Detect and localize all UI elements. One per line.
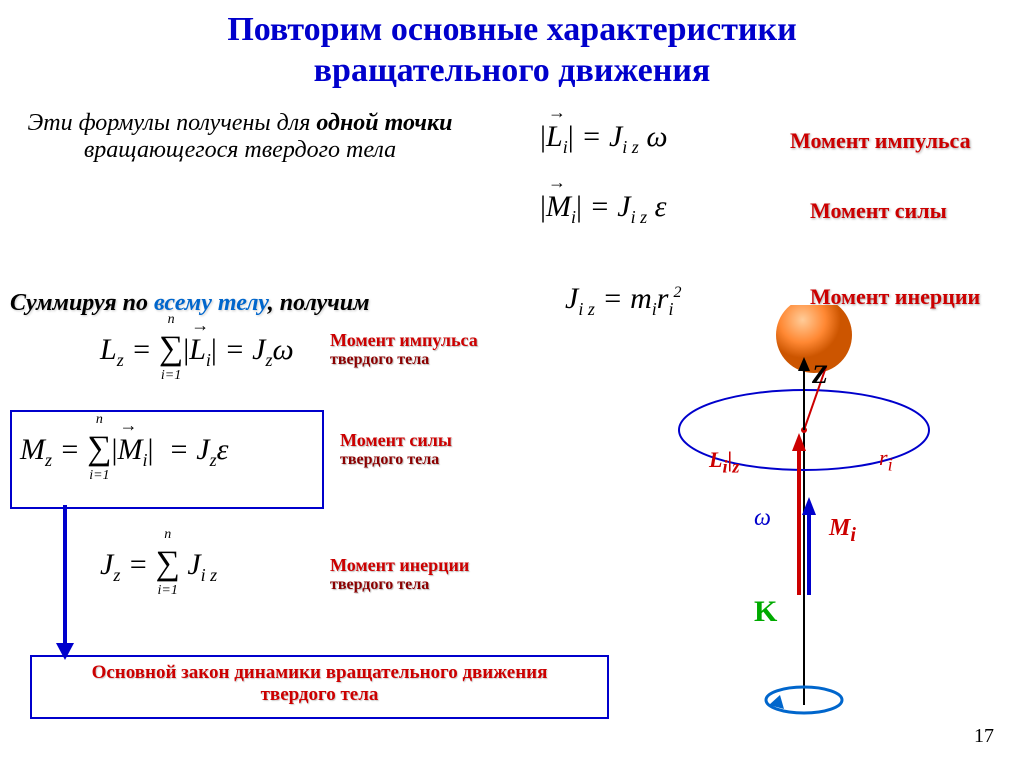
label-jz-2: твердого тела: [330, 576, 469, 594]
label-lz-2: твердого тела: [330, 351, 478, 369]
formula-angular-momentum: |Li| = Ji z ω: [540, 120, 668, 158]
label-mz-2: твердого тела: [340, 451, 452, 469]
intro-paragraph: Эти формулы получены для одной точки вра…: [20, 110, 460, 164]
page-number: 17: [974, 725, 994, 748]
label-moment-force: Момент силы: [810, 198, 947, 224]
diagram-z: Z: [812, 360, 828, 390]
intro-part2: вращающегося твердого тела: [84, 137, 396, 163]
formula-mz: Mz = ∑ni=1|Mi| = Jzε: [20, 430, 228, 471]
intro-part1: Эти формулы получены для: [28, 110, 317, 136]
diagram-svg: [654, 305, 954, 735]
formula-moment-force: |Mi| = Ji z ε: [540, 190, 666, 228]
box-law: Основной закон динамики вращательного дв…: [30, 655, 609, 719]
label-lz-1: Момент импульса: [330, 330, 478, 351]
diagram-k: K: [754, 595, 777, 629]
label-angular-momentum: Момент импульса: [790, 128, 971, 154]
diagram-omega: ω: [754, 505, 771, 532]
label-jz: Момент инерции твердого тела: [330, 555, 469, 594]
law-text: Основной закон динамики вращательного дв…: [32, 662, 607, 706]
page-title: Повторим основные характеристики вращате…: [0, 0, 1024, 92]
label-mz-1: Момент силы: [340, 430, 452, 451]
label-mz: Момент силы твердого тела: [340, 430, 452, 469]
law-line1: Основной закон динамики вращательного дв…: [92, 662, 548, 683]
sum-heading: Суммируя по всему телу, получим: [10, 290, 370, 317]
rotation-diagram: Z Li|z ri ω Mi K: [654, 305, 954, 725]
sum-p1: Суммируя по: [10, 290, 154, 316]
law-line2: твердого тела: [261, 684, 379, 705]
arrow-icon: [50, 505, 80, 660]
diagram-liz: Li|z: [709, 447, 740, 477]
label-lz: Момент импульса твердого тела: [330, 330, 478, 369]
diagram-mi: Mi: [829, 515, 856, 547]
title-line-2: вращательного движения: [314, 52, 711, 89]
formula-lz: Lz = ∑ni=1|Li| = Jzω: [100, 330, 294, 371]
sum-p3: , получим: [268, 290, 370, 316]
formula-jz: Jz = ∑ni=1 Ji z: [100, 545, 217, 586]
title-line-1: Повторим основные характеристики: [227, 11, 796, 48]
intro-bold: одной точки: [316, 110, 452, 136]
diagram-ri: ri: [879, 445, 893, 475]
label-jz-1: Момент инерции: [330, 555, 469, 576]
